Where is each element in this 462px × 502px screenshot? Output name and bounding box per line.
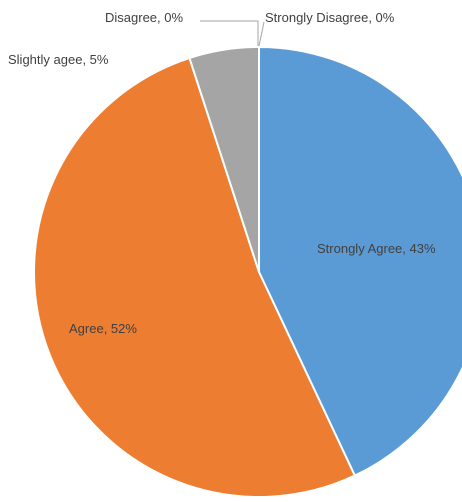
data-label-strongly-disagree: Strongly Disagree, 0% xyxy=(265,10,395,25)
data-label-slightly-agree: Slightly agee, 5% xyxy=(8,52,109,67)
data-label-agree: Agree, 52% xyxy=(69,321,137,336)
pie-slice-strongly-agree xyxy=(258,46,462,477)
data-labels: Strongly Agree, 43% Agree, 52% Slightly … xyxy=(8,10,436,336)
leader-line-strongly-disagree xyxy=(258,21,265,47)
pie-slice-agree xyxy=(33,57,356,498)
data-label-strongly-agree: Strongly Agree, 43% xyxy=(317,241,436,256)
data-label-disagree: Disagree, 0% xyxy=(105,10,183,25)
leader-line-disagree xyxy=(200,20,259,46)
leader-lines xyxy=(200,20,265,47)
pie-slices xyxy=(33,46,462,498)
